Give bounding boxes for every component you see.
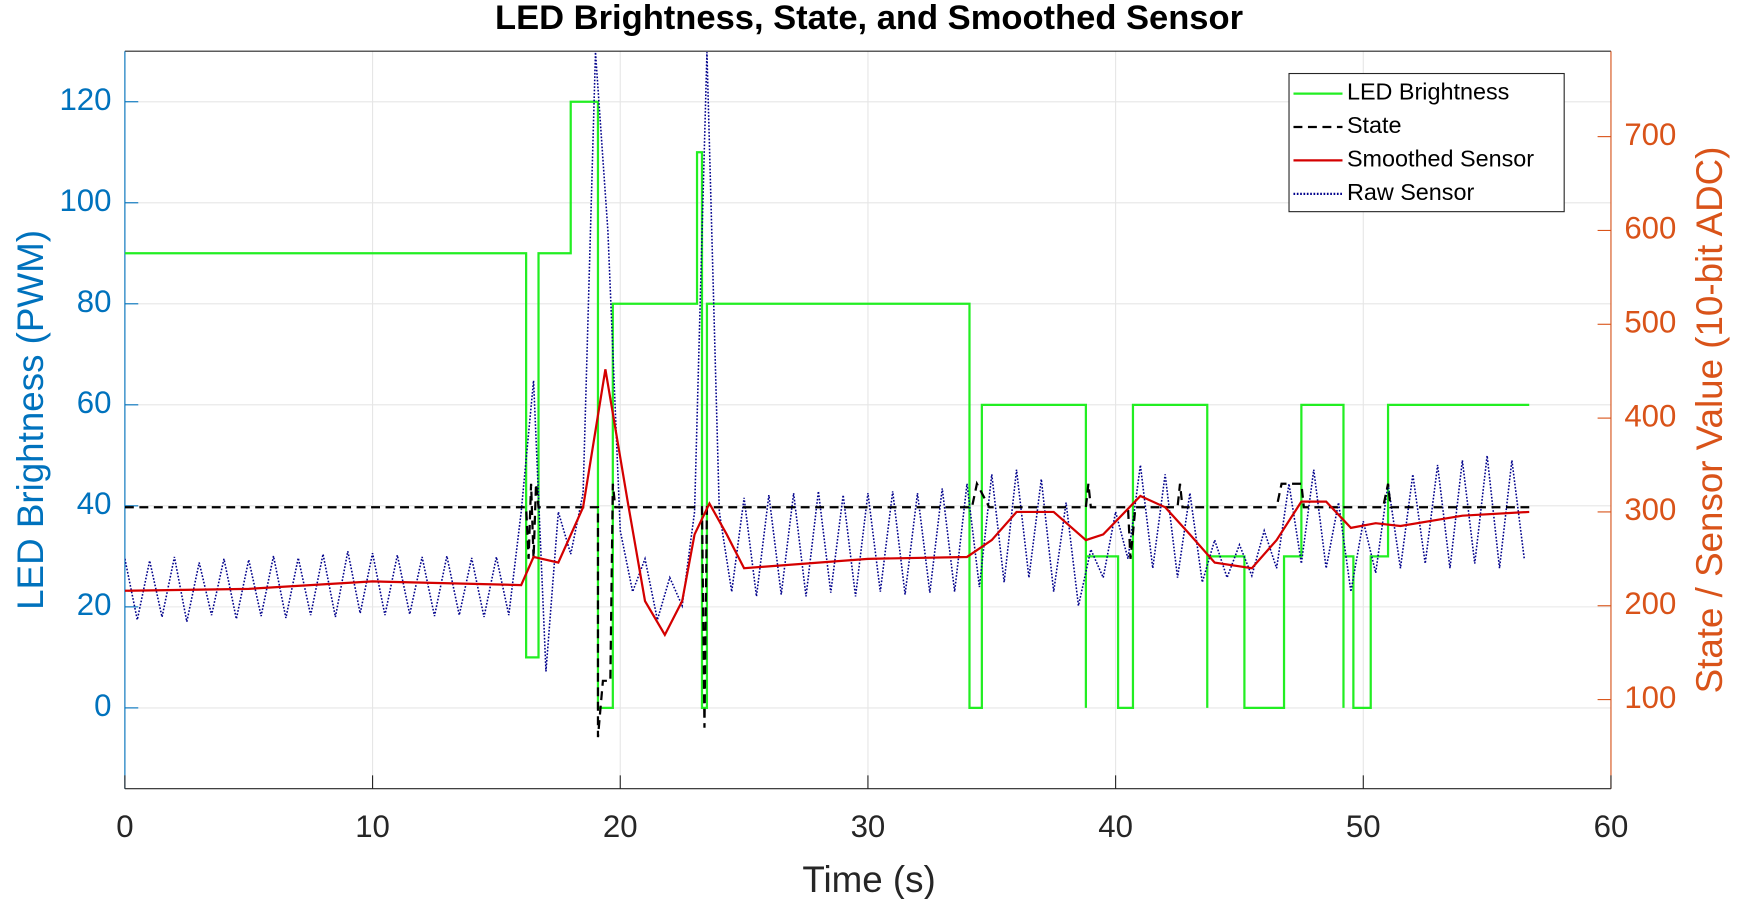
x-tick-label: 10 [355,809,390,844]
y-tick-label: 40 [77,486,112,521]
y-tick-label: 20 [77,587,112,622]
x-tick-label: 20 [603,809,638,844]
legend-label: LED Brightness [1347,79,1509,105]
y2-tick-label: 500 [1624,305,1676,340]
y2-tick-label: 400 [1624,398,1676,433]
y2-tick-label: 200 [1624,586,1676,621]
y2-tick-label: 700 [1624,117,1676,152]
y-axis-label: LED Brightness (PWM) [10,230,51,610]
x-tick-label: 60 [1594,809,1629,844]
x-tick-label: 30 [851,809,886,844]
series-line [124,52,1526,672]
legend-label: Raw Sensor [1347,179,1475,205]
y-tick-label: 120 [59,82,111,117]
y-tick-label: 60 [77,385,112,420]
series-line [124,100,1530,710]
y2-tick-label: 100 [1624,680,1676,715]
y-tick-label: 0 [94,688,111,723]
x-tick-label: 40 [1098,809,1133,844]
y-tick-label: 100 [59,183,111,218]
legend-box [1288,72,1565,213]
y2-tick-label: 300 [1624,492,1676,527]
x-axis-label: Time (s) [802,859,935,899]
x-tick-label: 0 [116,809,133,844]
series-line [124,369,1530,638]
y-tick-label: 80 [77,284,112,319]
x-tick-label: 50 [1346,809,1381,844]
y2-axis-label: State / Sensor Value (10-bit ADC) [1689,147,1730,694]
legend-label: Smoothed Sensor [1347,146,1534,172]
series-line [124,480,1530,738]
y2-tick-label: 600 [1624,211,1676,246]
chart-title: LED Brightness, State, and Smoothed Sens… [495,0,1243,37]
legend-label: State [1347,112,1402,138]
